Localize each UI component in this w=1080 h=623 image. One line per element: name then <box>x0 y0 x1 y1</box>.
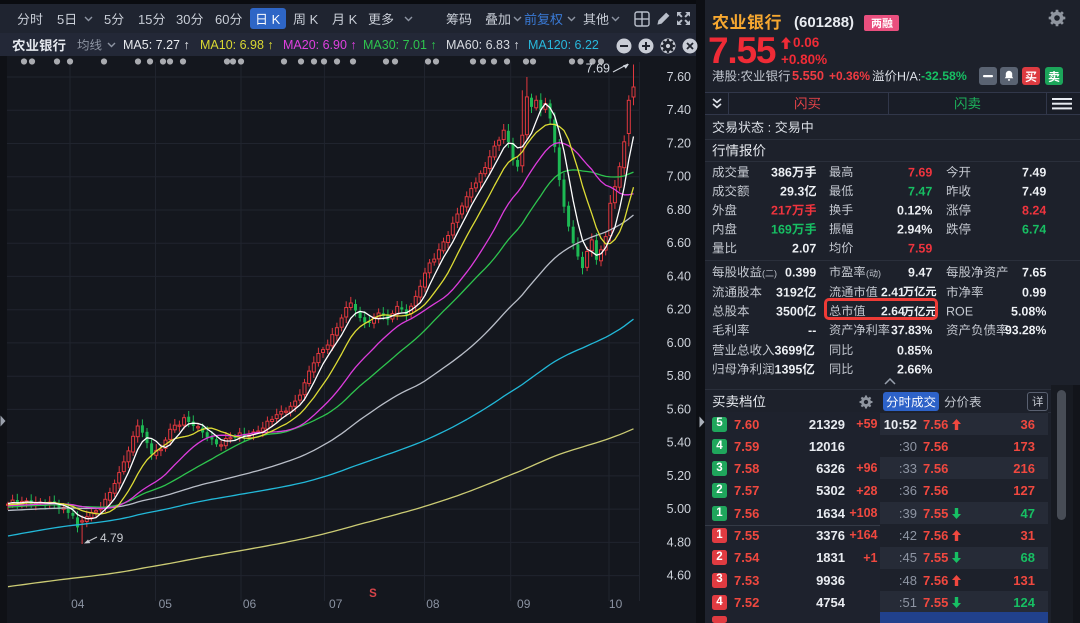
svg-text:05: 05 <box>159 597 173 611</box>
svg-text:06: 06 <box>243 597 257 611</box>
svg-text:10: 10 <box>609 597 623 611</box>
svg-text:S: S <box>369 588 377 600</box>
svg-text:6.60: 6.60 <box>667 236 691 250</box>
svg-text:4.80: 4.80 <box>667 535 691 549</box>
svg-text:7.40: 7.40 <box>667 103 691 117</box>
svg-text:04: 04 <box>71 597 85 611</box>
svg-text:08: 08 <box>426 597 440 611</box>
svg-text:5.20: 5.20 <box>667 469 691 483</box>
svg-text:6.20: 6.20 <box>667 303 691 317</box>
svg-text:5.60: 5.60 <box>667 402 691 416</box>
svg-text:5.00: 5.00 <box>667 502 691 516</box>
svg-text:4.60: 4.60 <box>667 569 691 583</box>
svg-text:7.20: 7.20 <box>667 137 691 151</box>
svg-text:7.69: 7.69 <box>586 62 610 76</box>
svg-text:7.60: 7.60 <box>667 70 691 84</box>
svg-text:7.00: 7.00 <box>667 170 691 184</box>
svg-text:5.40: 5.40 <box>667 436 691 450</box>
svg-text:07: 07 <box>329 597 343 611</box>
svg-text:4.79: 4.79 <box>100 531 124 545</box>
svg-text:5.80: 5.80 <box>667 369 691 383</box>
svg-text:09: 09 <box>517 597 531 611</box>
svg-text:6.00: 6.00 <box>667 336 691 350</box>
svg-text:6.80: 6.80 <box>667 203 691 217</box>
svg-text:6.40: 6.40 <box>667 269 691 283</box>
